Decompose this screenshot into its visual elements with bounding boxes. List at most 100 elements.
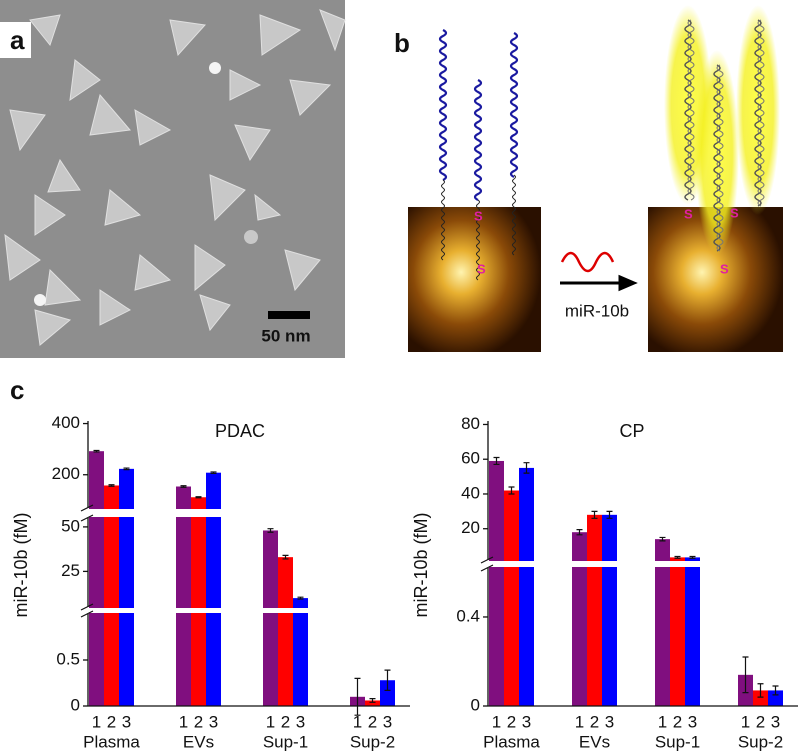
bar [365, 700, 380, 706]
series-label: 3 [209, 712, 218, 731]
y-axis-label: miR-10b (fM) [11, 512, 31, 617]
y-tick-label: 0.4 [456, 606, 480, 625]
panel-label: c [10, 375, 24, 405]
break-mark [80, 504, 94, 522]
linker [476, 199, 480, 281]
bar [489, 460, 504, 706]
error-bar [659, 536, 666, 542]
y-tick-label: 0.5 [56, 649, 80, 668]
series-label: 1 [575, 712, 584, 731]
s-label: S [730, 205, 739, 220]
series-label: 2 [507, 712, 516, 731]
error-bar [354, 677, 361, 716]
x-tick-label: EVs [183, 732, 214, 751]
bar [655, 539, 670, 706]
bar [380, 680, 395, 706]
y-tick-label: 200 [52, 464, 80, 483]
series-label: 2 [107, 712, 116, 731]
chart-title: PDAC [215, 421, 265, 441]
x-tick-label: Sup-2 [350, 732, 395, 751]
bar [278, 557, 293, 706]
series-label: 3 [122, 712, 131, 731]
series-label: 3 [522, 712, 531, 731]
s-label: S [477, 261, 486, 276]
error-bar [523, 462, 530, 474]
error-bar [210, 471, 217, 475]
error-bar [267, 528, 274, 533]
series-label: 3 [771, 712, 780, 731]
x-tick-label: EVs [579, 732, 610, 751]
s-label: S [720, 261, 729, 276]
y-tick-label: 60 [461, 449, 480, 468]
error-bar [757, 683, 764, 698]
error-bar [282, 554, 289, 560]
duplex [757, 19, 765, 207]
y-tick-label: 50 [61, 516, 80, 535]
y-tick-label: 20 [461, 518, 480, 537]
series-label: 2 [281, 712, 290, 731]
panel-label: b [394, 28, 410, 58]
axis-break [82, 608, 410, 613]
series-label: 1 [658, 712, 667, 731]
error-bar [384, 669, 391, 691]
error-bar [508, 486, 515, 495]
probe [473, 79, 483, 201]
x-tick-label: Plasma [83, 732, 140, 751]
series-label: 2 [590, 712, 599, 731]
series-label: 3 [688, 712, 697, 731]
bar [768, 690, 783, 706]
error-bar [674, 555, 681, 559]
x-tick-label: Sup-2 [738, 732, 783, 751]
scale-bar-label: 50 nm [261, 326, 310, 345]
y-tick-label: 40 [461, 483, 480, 502]
series-label: 1 [353, 712, 362, 731]
series-label: 1 [92, 712, 101, 731]
bar [176, 486, 191, 706]
break-mark [480, 556, 494, 572]
s-label: S [474, 208, 483, 223]
series-label: 2 [756, 712, 765, 731]
y-tick-label: 400 [52, 413, 80, 432]
bar [670, 557, 685, 706]
chart-title: CP [619, 421, 644, 441]
bar [191, 497, 206, 706]
error-bar [195, 496, 202, 499]
bar [504, 490, 519, 706]
sem-image [0, 0, 346, 358]
bar [602, 514, 617, 706]
error-bar [93, 449, 100, 453]
arrow-label: miR-10b [565, 301, 629, 320]
series-label: 1 [741, 712, 750, 731]
error-bar [576, 528, 583, 536]
error-bar [606, 510, 613, 519]
bar [753, 690, 768, 706]
arrow [560, 274, 638, 292]
series-label: 2 [194, 712, 203, 731]
y-tick-label: 0 [471, 695, 480, 714]
bar [587, 514, 602, 706]
error-bar [689, 555, 696, 559]
linker [512, 174, 516, 256]
error-bar [591, 510, 598, 519]
bar [119, 468, 134, 706]
probe [509, 32, 519, 178]
bar [519, 467, 534, 706]
duplex [754, 19, 762, 207]
error-bar [772, 685, 779, 696]
series-label: 2 [368, 712, 377, 731]
series-label: 1 [492, 712, 501, 731]
series-label: 3 [383, 712, 392, 731]
bar [206, 472, 221, 706]
x-tick-label: Plasma [483, 732, 540, 751]
bar [104, 485, 119, 706]
series-label: 1 [179, 712, 188, 731]
probe [438, 29, 448, 181]
y-tick-label: 25 [61, 561, 80, 580]
series-label: 3 [605, 712, 614, 731]
error-bar [369, 698, 376, 703]
error-bar [180, 485, 187, 488]
axis-break [482, 561, 798, 567]
